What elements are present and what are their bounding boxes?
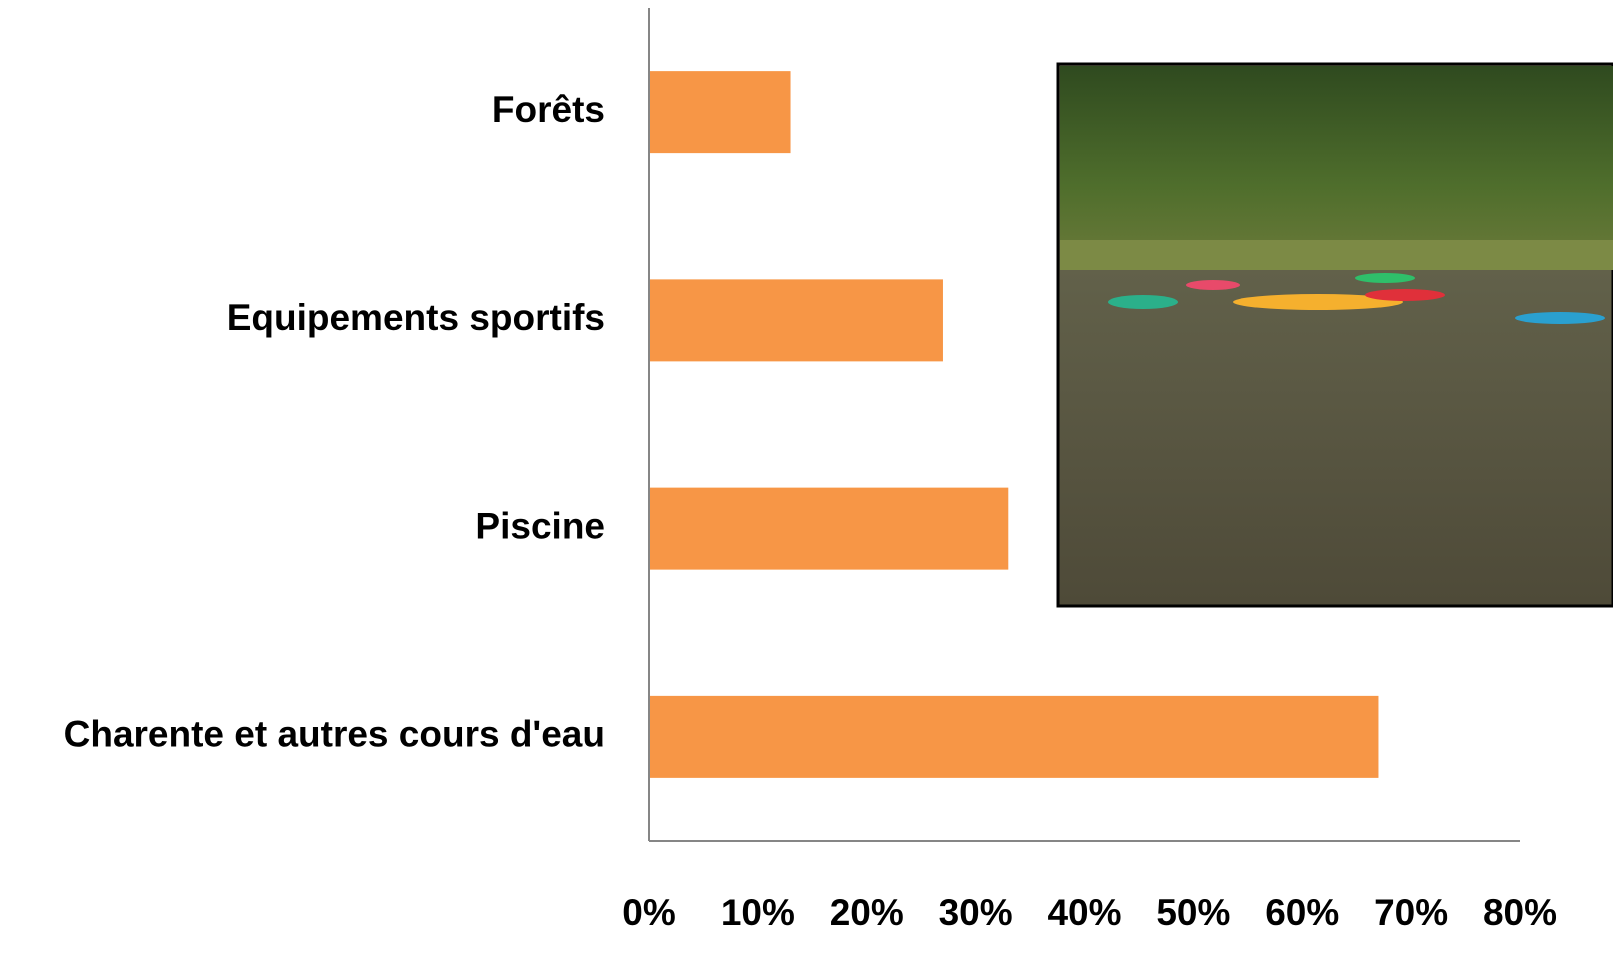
bar xyxy=(649,488,1008,570)
bar xyxy=(649,279,943,361)
x-tick-label: 40% xyxy=(1047,892,1121,933)
x-tick-label: 60% xyxy=(1265,892,1339,933)
y-tick-label: Charente et autres cours d'eau xyxy=(64,714,605,755)
x-tick-label: 20% xyxy=(830,892,904,933)
x-tick-label: 50% xyxy=(1156,892,1230,933)
chart: 0% 10% 20% 30% 40% 50% 60% 70% 80% Forêts Equipeme… xyxy=(0,0,1613,963)
x-tick-label: 30% xyxy=(939,892,1013,933)
x-tick-label: 0% xyxy=(622,892,675,933)
bar xyxy=(649,71,791,153)
x-tick-label: 80% xyxy=(1483,892,1557,933)
bar xyxy=(649,696,1378,778)
x-tick-label: 10% xyxy=(721,892,795,933)
photo xyxy=(1058,64,1613,606)
y-tick-label: Forêts xyxy=(492,89,605,130)
y-tick-label: Piscine xyxy=(475,505,605,546)
y-tick-label: Equipements sportifs xyxy=(227,297,605,338)
x-tick-label: 70% xyxy=(1374,892,1448,933)
